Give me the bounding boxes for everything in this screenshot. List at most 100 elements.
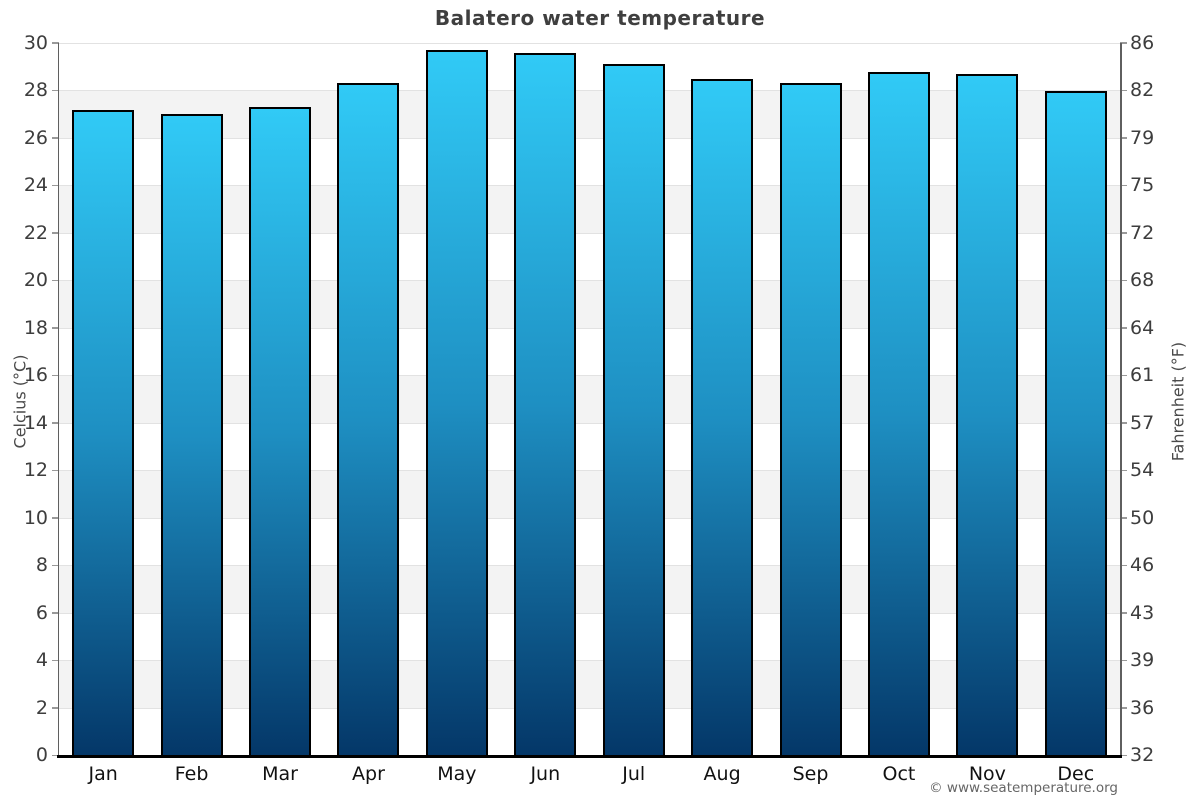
bar-feb[interactable] <box>160 114 223 756</box>
right-axis-tick <box>1120 89 1127 92</box>
gridline <box>59 232 1120 234</box>
plot-band <box>59 280 1120 328</box>
left-axis-tick <box>52 89 59 92</box>
bar-oct[interactable] <box>867 71 930 756</box>
gridline <box>59 185 1120 186</box>
x-axis-label-feb: Feb <box>174 762 209 785</box>
right-axis-tick <box>1120 754 1127 757</box>
right-axis-tick-label: 54 <box>1130 459 1155 481</box>
right-axis-tick <box>1120 612 1127 614</box>
bar-mar[interactable] <box>249 107 312 756</box>
gridline <box>59 375 1120 376</box>
bar-apr[interactable] <box>337 83 400 756</box>
gridline <box>59 565 1120 566</box>
right-axis-tick <box>1120 184 1127 187</box>
gridline <box>59 280 1120 281</box>
right-axis-tick-label: 32 <box>1130 744 1155 766</box>
right-axis-tick-label: 79 <box>1130 126 1155 149</box>
x-axis-label-jun: Jun <box>530 762 561 785</box>
left-axis-tick-label: 12 <box>23 459 48 481</box>
right-axis-tick <box>1120 374 1127 377</box>
bar-jun[interactable] <box>514 52 577 756</box>
plot-band <box>59 565 1120 613</box>
left-axis-tick-label: 22 <box>23 221 48 244</box>
right-axis-tick <box>1120 564 1127 567</box>
left-axis-tick-label: 30 <box>23 31 48 54</box>
left-axis-tick <box>52 279 59 282</box>
left-axis-tick <box>52 327 59 329</box>
right-axis-tick <box>1120 707 1127 709</box>
x-axis-label-sep: Sep <box>792 762 829 785</box>
chart-title: Balatero water temperature <box>434 6 766 30</box>
bar-dec[interactable] <box>1044 90 1107 756</box>
left-axis-tick <box>52 374 59 377</box>
bar-may[interactable] <box>425 50 488 756</box>
x-axis-label-jan: Jan <box>88 762 118 785</box>
right-axis-tick <box>1120 659 1127 662</box>
right-axis-tick-label: 86 <box>1130 31 1155 54</box>
bar-sep[interactable] <box>779 83 842 756</box>
left-axis-tick <box>52 564 59 567</box>
right-axis-tick-label: 36 <box>1130 696 1155 719</box>
left-axis-tick-label: 0 <box>35 744 48 766</box>
right-axis-tick <box>1120 232 1127 234</box>
x-axis-label-aug: Aug <box>703 762 741 785</box>
left-axis-tick <box>52 659 59 662</box>
copyright: © www.seatemperature.org <box>929 780 1118 796</box>
right-axis-tick-label: 82 <box>1130 79 1155 101</box>
right-axis-tick <box>1120 42 1127 44</box>
right-axis-tick <box>1120 469 1127 472</box>
left-axis-tick-label: 28 <box>23 79 48 101</box>
plot-band <box>59 470 1120 518</box>
left-axis-tick <box>52 707 59 709</box>
gridline <box>59 660 1120 661</box>
right-axis-tick-label: 72 <box>1130 221 1155 244</box>
gridline <box>59 42 1120 44</box>
left-axis-tick-label: 26 <box>23 126 48 149</box>
left-axis-tick-label: 10 <box>23 506 48 529</box>
left-axis-tick <box>52 612 59 614</box>
gridline <box>59 517 1120 519</box>
right-axis-tick <box>1120 327 1127 329</box>
bar-aug[interactable] <box>691 78 754 756</box>
x-axis-label-mar: Mar <box>262 762 298 785</box>
plot-band <box>59 90 1120 138</box>
right-axis-tick-label: 46 <box>1130 554 1155 576</box>
right-axis-title: Fahrenheit (°F) <box>1168 341 1188 462</box>
right-axis-tick-label: 64 <box>1130 316 1155 339</box>
gridline <box>59 90 1120 91</box>
right-axis-tick-label: 57 <box>1130 411 1155 434</box>
right-axis-tick-label: 61 <box>1130 364 1155 386</box>
left-axis-tick-label: 4 <box>35 649 48 671</box>
x-axis-label-apr: Apr <box>352 762 385 785</box>
left-axis-tick-label: 8 <box>35 554 48 576</box>
right-axis-tick-label: 43 <box>1130 601 1155 624</box>
x-axis-label-may: May <box>437 762 477 785</box>
left-axis-line <box>57 43 59 758</box>
left-axis-tick <box>52 469 59 472</box>
bar-nov[interactable] <box>956 73 1019 756</box>
gridline <box>59 422 1120 424</box>
left-axis-tick-label: 16 <box>23 364 48 386</box>
gridline <box>59 137 1120 139</box>
gridline <box>59 612 1120 614</box>
plot-band <box>59 375 1120 423</box>
left-axis-tick <box>52 184 59 187</box>
right-axis-tick <box>1120 517 1127 519</box>
left-axis-tick-label: 2 <box>35 696 48 719</box>
left-axis-tick <box>52 422 59 424</box>
right-axis-tick-label: 75 <box>1130 174 1155 196</box>
right-axis-tick <box>1120 422 1127 424</box>
left-axis-tick-label: 24 <box>23 174 48 196</box>
left-axis-tick <box>52 517 59 519</box>
right-axis-tick <box>1120 137 1127 139</box>
right-axis-tick-label: 68 <box>1130 269 1155 291</box>
x-axis-label-oct: Oct <box>882 762 916 785</box>
bar-jan[interactable] <box>72 109 135 756</box>
left-axis-tick-label: 6 <box>35 601 48 624</box>
left-axis-tick-label: 18 <box>23 316 48 339</box>
left-axis-tick <box>52 137 59 139</box>
left-axis-tick <box>52 754 59 757</box>
bar-jul[interactable] <box>602 64 665 756</box>
right-axis-tick-label: 50 <box>1130 506 1155 529</box>
